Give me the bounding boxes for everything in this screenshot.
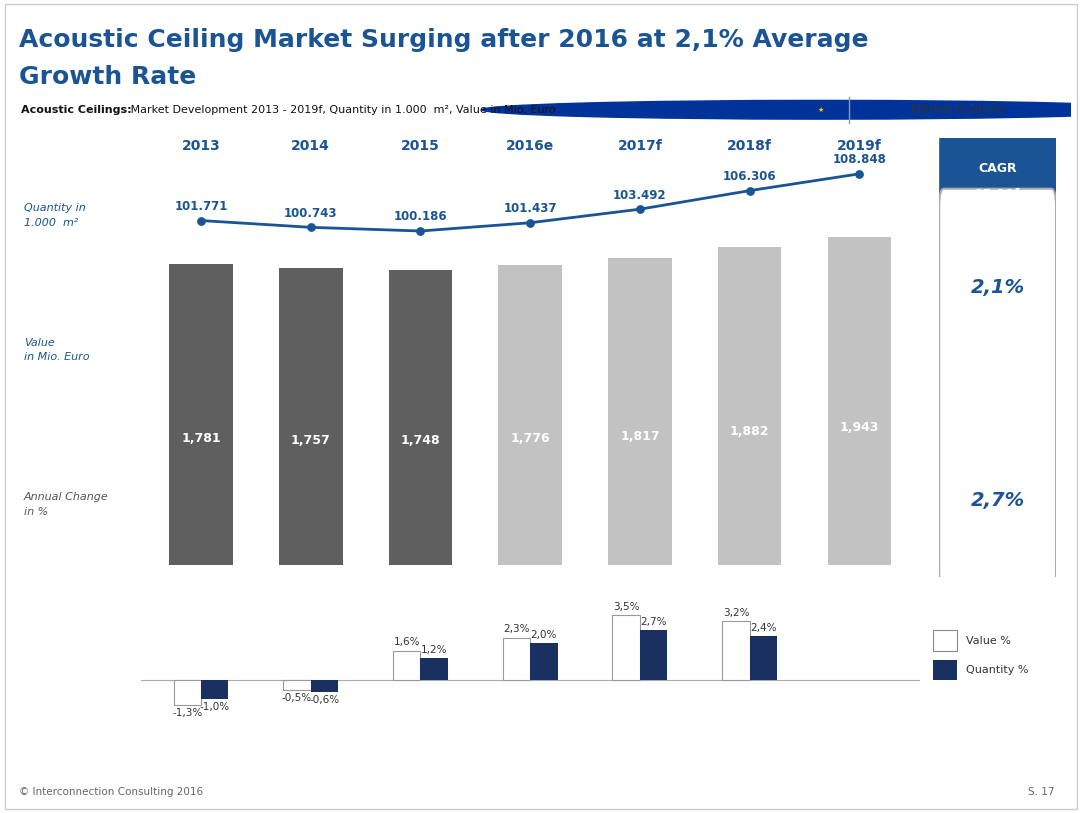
Text: 2019f: 2019f: [837, 139, 882, 153]
Text: 2,7%: 2,7%: [641, 617, 667, 627]
Text: Value %: Value %: [966, 636, 1012, 646]
Bar: [388, 270, 452, 565]
Text: Quantity in: Quantity in: [24, 203, 85, 213]
Text: 2,4%: 2,4%: [750, 623, 777, 633]
Text: 101.437: 101.437: [503, 202, 557, 215]
Bar: [639, 630, 668, 680]
Text: 3,2%: 3,2%: [723, 608, 749, 618]
Text: 1.000  m²: 1.000 m²: [24, 218, 78, 228]
Bar: [279, 268, 343, 565]
Text: Consulting: Consulting: [964, 91, 1012, 100]
Bar: [717, 247, 781, 565]
Text: 1,2%: 1,2%: [421, 645, 448, 654]
Text: 1,817: 1,817: [620, 429, 660, 442]
Text: 100.743: 100.743: [283, 207, 338, 220]
FancyBboxPatch shape: [939, 189, 1056, 590]
Text: Quantity %: Quantity %: [966, 665, 1029, 675]
Bar: [421, 659, 448, 680]
Text: 1,757: 1,757: [291, 434, 331, 447]
Point: [412, 224, 430, 237]
Text: IC: IC: [965, 33, 1005, 67]
Bar: [612, 615, 639, 680]
Bar: [1046, 21, 1054, 102]
Text: -1,3%: -1,3%: [172, 708, 202, 718]
Bar: [503, 637, 530, 680]
Text: 101.771: 101.771: [174, 200, 227, 213]
Text: 1,6%: 1,6%: [394, 637, 420, 647]
Text: 2013: 2013: [182, 139, 221, 153]
Bar: [311, 680, 339, 692]
Text: 15-19f: 15-19f: [975, 188, 1020, 201]
Text: Annual Change: Annual Change: [24, 492, 108, 502]
Text: 2,0%: 2,0%: [530, 630, 557, 640]
Bar: [283, 680, 311, 689]
Text: 106.306: 106.306: [723, 170, 777, 183]
Text: -1,0%: -1,0%: [200, 702, 229, 712]
Bar: [169, 264, 233, 565]
Bar: [933, 630, 956, 651]
Bar: [722, 621, 750, 680]
Text: 2017f: 2017f: [618, 139, 662, 153]
Bar: [828, 237, 892, 565]
Text: 103.492: 103.492: [613, 189, 667, 202]
Text: CAGR: CAGR: [978, 163, 1017, 176]
Point: [631, 202, 648, 215]
Text: 2016e: 2016e: [506, 139, 554, 153]
Text: 2,3%: 2,3%: [503, 624, 530, 634]
Text: in Mio. Euro: in Mio. Euro: [24, 352, 90, 362]
Text: 2018f: 2018f: [727, 139, 773, 153]
Bar: [750, 636, 777, 680]
Text: 2,1%: 2,1%: [971, 278, 1025, 297]
Text: 3,5%: 3,5%: [612, 602, 639, 612]
Point: [741, 184, 758, 197]
Bar: [1031, 21, 1038, 102]
Text: ★: ★: [818, 107, 824, 113]
Point: [193, 214, 210, 227]
Text: Growth Rate: Growth Rate: [19, 65, 197, 89]
Text: 1,781: 1,781: [181, 433, 221, 446]
Bar: [499, 265, 562, 565]
Bar: [530, 643, 557, 680]
Text: 1,776: 1,776: [511, 433, 550, 446]
Circle shape: [481, 100, 1082, 120]
Point: [302, 221, 319, 234]
Bar: [201, 680, 228, 699]
Text: in %: in %: [24, 506, 48, 516]
Text: Acoustic Ceiling Market Surging after 2016 at 2,1% Average: Acoustic Ceiling Market Surging after 20…: [19, 28, 869, 53]
Text: 100.186: 100.186: [394, 211, 447, 224]
Bar: [393, 650, 421, 680]
Text: S. 17: S. 17: [1029, 787, 1055, 797]
Bar: [173, 680, 201, 705]
Text: Market Development 2013 - 2019f, Quantity in 1.000  m², Value in Mio. Euro: Market Development 2013 - 2019f, Quantit…: [128, 105, 556, 115]
Text: Acoustic Ceilings:: Acoustic Ceilings:: [22, 105, 132, 115]
Text: -0,5%: -0,5%: [282, 693, 312, 703]
Text: 2015: 2015: [401, 139, 440, 153]
Text: 1,748: 1,748: [400, 434, 440, 447]
Text: -0,6%: -0,6%: [309, 695, 340, 705]
Bar: [608, 258, 672, 565]
Bar: [933, 659, 956, 680]
Text: © Interconnection Consulting 2016: © Interconnection Consulting 2016: [19, 787, 203, 797]
Text: 1,882: 1,882: [730, 425, 769, 438]
Text: Value: Value: [24, 337, 54, 347]
Text: 1,943: 1,943: [840, 420, 879, 433]
Point: [522, 216, 539, 229]
Text: Market Analysis: Market Analysis: [911, 103, 1004, 116]
Text: 2,7%: 2,7%: [971, 491, 1025, 510]
Text: 2014: 2014: [291, 139, 330, 153]
FancyBboxPatch shape: [939, 125, 1056, 220]
Text: Interconnection: Interconnection: [952, 76, 1024, 85]
Text: 108.848: 108.848: [832, 153, 886, 166]
Point: [850, 167, 868, 180]
